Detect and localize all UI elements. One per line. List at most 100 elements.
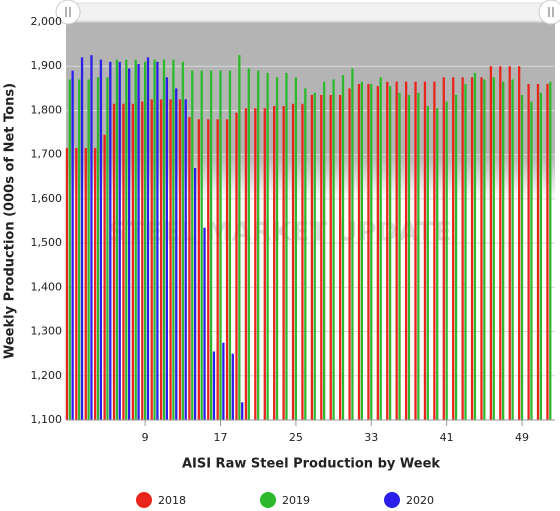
bar (461, 77, 464, 421)
bar (197, 119, 200, 421)
bar (423, 81, 427, 420)
bar (109, 61, 112, 421)
legend-label: 2018 (158, 494, 186, 507)
bar (376, 86, 379, 420)
bar (112, 103, 116, 421)
bar (388, 86, 392, 420)
bar (181, 61, 184, 421)
bar (539, 92, 543, 420)
bar (131, 103, 135, 421)
y-tick-label: 1,800 (31, 103, 63, 116)
bar (357, 83, 361, 421)
bar (332, 79, 335, 420)
bar (178, 99, 182, 420)
bar (313, 92, 316, 420)
bar (203, 227, 206, 420)
bar (452, 77, 455, 421)
bar (87, 79, 90, 420)
bar (414, 81, 417, 420)
bar (527, 83, 530, 421)
bar (480, 77, 483, 421)
bar (489, 66, 493, 420)
bar (367, 83, 370, 421)
bar (436, 108, 439, 420)
bar (212, 351, 216, 420)
bar (508, 66, 511, 420)
bar (118, 61, 121, 421)
legend-marker (260, 492, 276, 508)
bar (379, 77, 382, 421)
bar (99, 59, 103, 420)
x-tick-label: 41 (440, 431, 454, 444)
bar (144, 61, 147, 421)
legend-marker (384, 492, 400, 508)
bar (169, 99, 172, 420)
bar (141, 101, 144, 420)
y-tick-label: 1,600 (31, 192, 63, 205)
bar (254, 108, 257, 420)
bar (398, 92, 401, 420)
bar (282, 106, 285, 421)
y-axis-title: Weekly Production (000s of Net Tons) (3, 83, 18, 359)
bar (351, 68, 354, 420)
bar (191, 70, 194, 421)
bar (209, 70, 213, 421)
bar (172, 59, 175, 420)
bar (273, 106, 276, 421)
y-tick-label: 2,000 (31, 15, 63, 28)
y-tick-label: 1,100 (31, 413, 63, 426)
y-tick-label: 1,900 (31, 59, 63, 72)
bar (360, 81, 363, 420)
legend-label: 2019 (282, 494, 310, 507)
bar (90, 55, 93, 421)
bar (162, 59, 166, 420)
bar (483, 79, 486, 420)
bar (511, 79, 514, 420)
bar (492, 77, 495, 421)
bar (238, 55, 241, 421)
bar (115, 59, 119, 420)
bar (263, 108, 266, 420)
bar (241, 402, 244, 420)
bar (417, 92, 420, 420)
bar (159, 99, 163, 420)
legend-marker (136, 492, 152, 508)
y-tick-label: 1,200 (31, 369, 63, 382)
x-tick-label: 49 (515, 431, 529, 444)
bar (530, 101, 533, 420)
bar (84, 148, 87, 421)
bar (407, 94, 411, 420)
navigator-track[interactable] (65, 2, 556, 22)
bar (464, 83, 467, 421)
bar (71, 70, 74, 421)
bar (244, 108, 248, 420)
bar (275, 77, 279, 421)
bar (153, 59, 156, 420)
bar (518, 66, 521, 420)
x-tick-label: 25 (289, 431, 303, 444)
bar (454, 94, 458, 420)
bar (193, 167, 197, 420)
bar (146, 57, 150, 420)
bar (228, 70, 232, 421)
bar (339, 94, 342, 420)
bar (445, 101, 448, 420)
navigator-handle-right[interactable] (538, 0, 560, 25)
bar (426, 106, 429, 421)
bar (175, 88, 178, 420)
bar (310, 94, 314, 420)
bar (285, 72, 288, 420)
navigator-handle-left[interactable] (55, 0, 81, 25)
bar (225, 119, 229, 421)
bar (348, 88, 351, 420)
bar (546, 83, 549, 421)
bar (536, 83, 540, 421)
bar (188, 117, 191, 421)
bar (247, 68, 250, 420)
bar (94, 148, 97, 421)
bar (320, 94, 323, 420)
bar (470, 77, 474, 421)
bar (370, 83, 373, 421)
bar (222, 342, 225, 420)
y-tick-label: 1,500 (31, 236, 63, 249)
